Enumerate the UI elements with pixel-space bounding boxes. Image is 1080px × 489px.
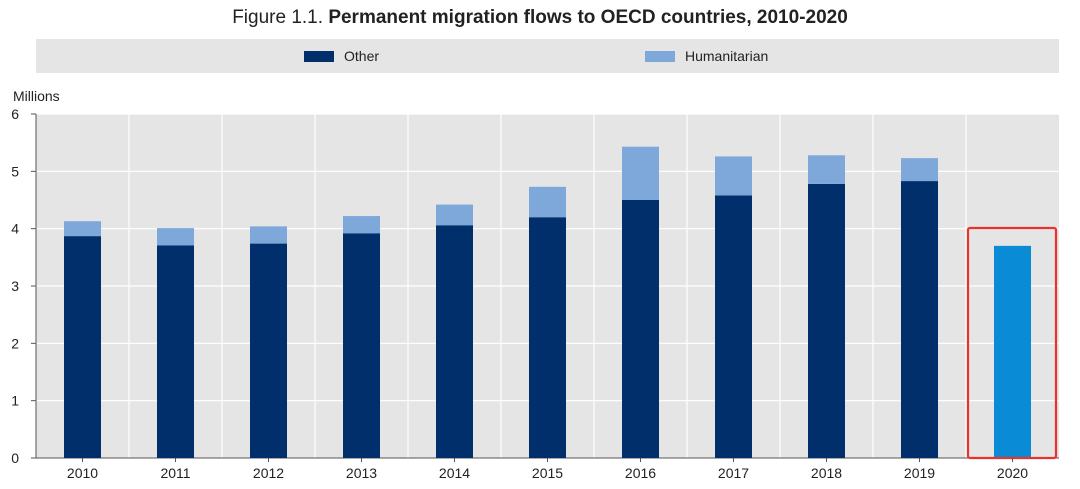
bar-other-2018 — [808, 183, 845, 459]
bar-other-2015 — [529, 217, 566, 458]
y-tick-label: 1 — [11, 393, 19, 409]
x-tick-label-2011: 2011 — [160, 465, 190, 481]
y-tick-label: 3 — [11, 278, 19, 294]
bar-other-2013 — [343, 233, 380, 458]
y-tick-label: 5 — [11, 163, 19, 179]
bar-humanitarian-2014 — [436, 204, 473, 226]
bar-humanitarian-2018 — [808, 155, 845, 184]
bar-other-2010 — [64, 236, 101, 458]
bar-humanitarian-2017 — [715, 156, 752, 196]
bar-humanitarian-2013 — [343, 216, 380, 234]
x-tick-label-2013: 2013 — [346, 465, 377, 481]
bar-humanitarian-2012 — [250, 226, 287, 244]
bar-other-2017 — [715, 195, 752, 458]
bar-humanitarian-2016 — [622, 146, 659, 200]
chart-title: Figure 1.1. Permanent migration flows to… — [0, 4, 1080, 32]
bar-total-2020 — [994, 245, 1031, 458]
legend-item-humanitarian: Humanitarian — [645, 47, 768, 65]
x-tick-label-2016: 2016 — [625, 465, 656, 481]
legend-swatch-other — [304, 50, 334, 62]
bar-other-2014 — [436, 225, 473, 458]
x-tick-label-2014: 2014 — [439, 465, 470, 481]
bar-humanitarian-2010 — [64, 221, 101, 237]
legend-swatch-humanitarian — [645, 50, 675, 62]
bar-humanitarian-2019 — [901, 158, 938, 182]
legend-item-other: Other — [304, 47, 379, 65]
bar-other-2019 — [901, 181, 938, 458]
legend-label-other: Other — [344, 48, 380, 64]
x-tick-label-2018: 2018 — [811, 465, 842, 481]
bar-other-2016 — [622, 200, 659, 458]
x-tick-label-2012: 2012 — [253, 465, 284, 481]
x-tick-label-2015: 2015 — [532, 465, 563, 481]
legend: Other Humanitarian — [36, 39, 1059, 73]
bar-humanitarian-2015 — [529, 186, 566, 218]
x-tick-label-2017: 2017 — [718, 465, 749, 481]
y-tick-label: 2 — [11, 335, 19, 351]
bar-other-2012 — [250, 243, 287, 458]
x-tick-label-2010: 2010 — [67, 465, 98, 481]
figure-number: Figure 1.1. — [232, 7, 324, 28]
y-axis-unit-label: Millions — [13, 88, 60, 104]
y-tick-label: 4 — [11, 221, 19, 237]
x-tick-label-2019: 2019 — [904, 465, 935, 481]
x-tick-label-2020: 2020 — [997, 465, 1028, 481]
bar-other-2011 — [157, 245, 194, 458]
bar-humanitarian-2011 — [157, 228, 194, 246]
legend-label-humanitarian: Humanitarian — [685, 48, 769, 64]
y-tick-label: 6 — [11, 106, 19, 122]
y-tick-label: 0 — [11, 450, 19, 466]
figure-title: Permanent migration flows to OECD countr… — [328, 7, 848, 28]
